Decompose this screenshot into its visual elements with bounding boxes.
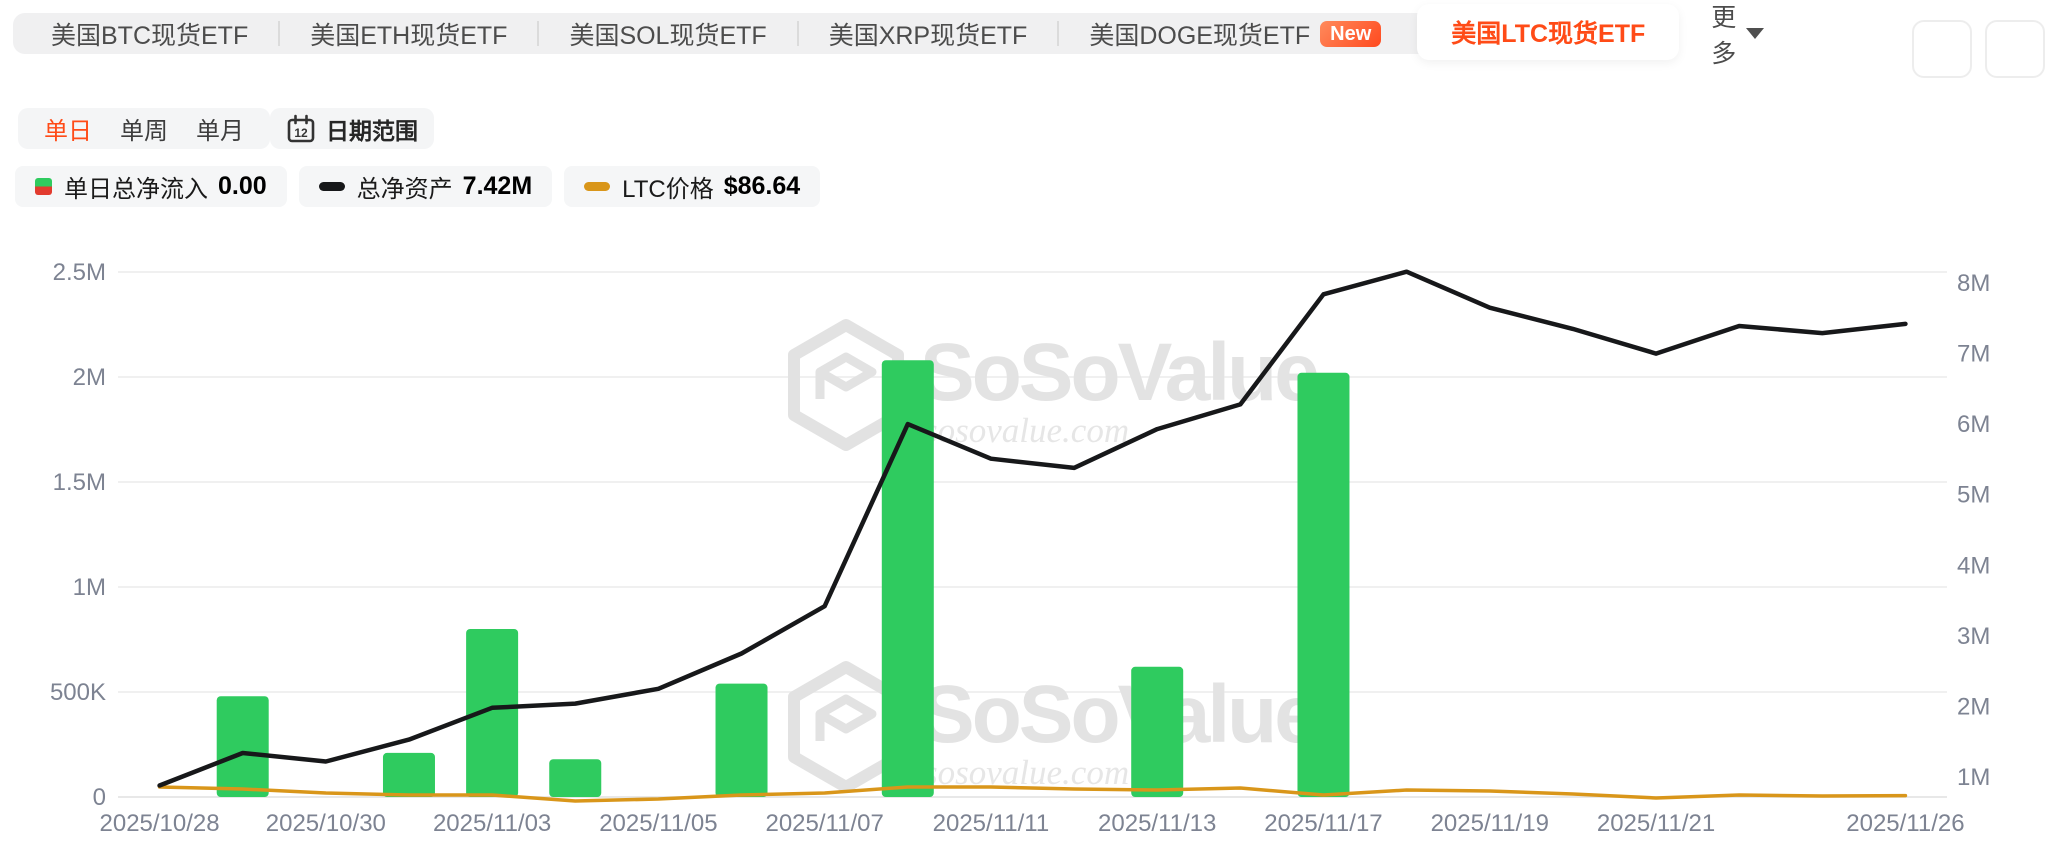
- period-option-2[interactable]: 单月: [196, 118, 244, 145]
- inflow-bar[interactable]: [1297, 372, 1350, 797]
- left-axis-tick: 2M: [73, 364, 106, 391]
- tab-divider: [537, 21, 540, 46]
- inflow-bar[interactable]: [466, 629, 519, 797]
- legend-value: 0.00: [218, 172, 267, 200]
- x-axis-label: 2025/10/30: [266, 810, 386, 837]
- left-axis-tick: 1M: [73, 574, 106, 601]
- inflow-bar[interactable]: [382, 752, 435, 797]
- cube-logo-detail: [815, 352, 877, 399]
- tab-0[interactable]: 美国BTC现货ETF: [21, 16, 278, 52]
- new-badge: New: [1320, 20, 1382, 47]
- tab-divider: [1057, 21, 1060, 46]
- x-axis-label: 2025/11/21: [1597, 810, 1715, 837]
- legend-item-2[interactable]: LTC价格 $86.64: [564, 166, 821, 207]
- calendar-icon-day: 12: [294, 126, 308, 140]
- right-axis-tick: 1M: [1957, 764, 1990, 791]
- tab-divider: [278, 21, 281, 46]
- black-line-legend-icon: [318, 182, 345, 191]
- date-range-label: 日期范围: [326, 117, 418, 144]
- x-axis-label: 2025/11/05: [599, 810, 717, 837]
- legend-label: 单日总净流入: [64, 176, 208, 203]
- period-option-1[interactable]: 单周: [120, 118, 168, 145]
- right-axis-tick: 7M: [1957, 341, 1990, 368]
- chart-legend: 单日总净流入 0.00 总净资产 7.42M LTC价格 $86.64: [15, 166, 821, 207]
- inflow-bar[interactable]: [549, 759, 602, 797]
- left-axis-tick: 1.5M: [53, 469, 106, 496]
- toolbar-button-2[interactable]: [1985, 20, 2045, 78]
- legend-item-0[interactable]: 单日总净流入 0.00: [15, 166, 287, 207]
- tab-label: 美国LTC现货ETF: [1451, 20, 1646, 48]
- x-axis-label: 2025/11/03: [433, 810, 551, 837]
- inflow-bar[interactable]: [715, 683, 768, 797]
- right-axis-tick: 5M: [1957, 482, 1990, 509]
- etf-tab-bar: 美国BTC现货ETF 美国ETH现货ETF 美国SOL现货ETF 美国XRP现货ETF…: [13, 4, 1765, 68]
- tab-3[interactable]: 美国XRP现货ETF: [799, 16, 1058, 52]
- legend-label: LTC价格: [622, 176, 714, 203]
- inflow-bars: [216, 360, 1350, 797]
- tab-4[interactable]: 美国DOGE现货ETF New: [1059, 16, 1411, 52]
- price-line: [157, 785, 1908, 803]
- period-option-0[interactable]: 单日: [44, 118, 92, 145]
- assets-line: [157, 269, 1908, 788]
- x-axis-label: 2025/11/26: [1846, 810, 1964, 837]
- tab-label: 美国ETH现货ETF: [310, 21, 508, 50]
- tab-more[interactable]: 更多: [1685, 0, 1790, 70]
- calendar-icon: 12: [287, 114, 315, 142]
- legend-value: $86.64: [723, 172, 801, 200]
- x-axis-label: 2025/11/17: [1264, 810, 1382, 837]
- x-axis-label: 2025/11/13: [1098, 810, 1216, 837]
- cube-logo-detail: [815, 694, 877, 741]
- toolbar-button-1[interactable]: [1912, 20, 1972, 78]
- legend-label: 总净资产: [356, 176, 453, 203]
- right-axis-tick: 3M: [1957, 623, 1990, 650]
- left-axis-tick: 0: [93, 784, 106, 811]
- bar-legend-icon: [35, 178, 52, 195]
- tab-more-label: 更多: [1711, 3, 1737, 68]
- legend-value: 7.42M: [462, 172, 533, 200]
- right-axis-tick: 4M: [1957, 552, 1990, 579]
- tab-label: 美国BTC现货ETF: [51, 21, 249, 50]
- inflow-bar[interactable]: [216, 696, 269, 797]
- tab-label: 美国DOGE现货ETF: [1089, 21, 1311, 50]
- inflow-bar[interactable]: [1131, 666, 1184, 797]
- x-axis-label: 2025/11/11: [933, 810, 1050, 837]
- orange-line-legend-icon: [584, 182, 611, 191]
- tab-label: 美国XRP现货ETF: [828, 21, 1028, 50]
- watermark-title: SoSoValue: [920, 327, 1317, 418]
- tab-2[interactable]: 美国SOL现货ETF: [539, 16, 796, 52]
- right-axis-tick: 2M: [1957, 693, 1990, 720]
- date-range-button[interactable]: 12 日期范围: [270, 108, 434, 149]
- x-axis-label: 2025/10/28: [100, 810, 220, 837]
- tab-divider: [796, 21, 799, 46]
- watermark-title: SoSoValue: [920, 669, 1317, 760]
- period-selector: 单日 单周 单月: [18, 108, 270, 149]
- left-axis-tick: 500K: [50, 679, 106, 706]
- legend-item-1[interactable]: 总净资产 7.42M: [298, 166, 553, 207]
- x-axis-label: 2025/11/19: [1431, 810, 1549, 837]
- inflow-bar[interactable]: [881, 360, 934, 797]
- chevron-down-icon: [1746, 28, 1765, 39]
- tab-active-5[interactable]: 美国LTC现货ETF: [1417, 4, 1680, 60]
- left-axis-tick: 2.5M: [53, 259, 106, 286]
- tab-1[interactable]: 美国ETH现货ETF: [280, 16, 537, 52]
- tab-label: 美国SOL现货ETF: [569, 21, 767, 50]
- x-axis-label: 2025/11/07: [765, 810, 883, 837]
- right-axis-tick: 6M: [1957, 411, 1990, 438]
- right-axis-tick: 8M: [1957, 270, 1990, 297]
